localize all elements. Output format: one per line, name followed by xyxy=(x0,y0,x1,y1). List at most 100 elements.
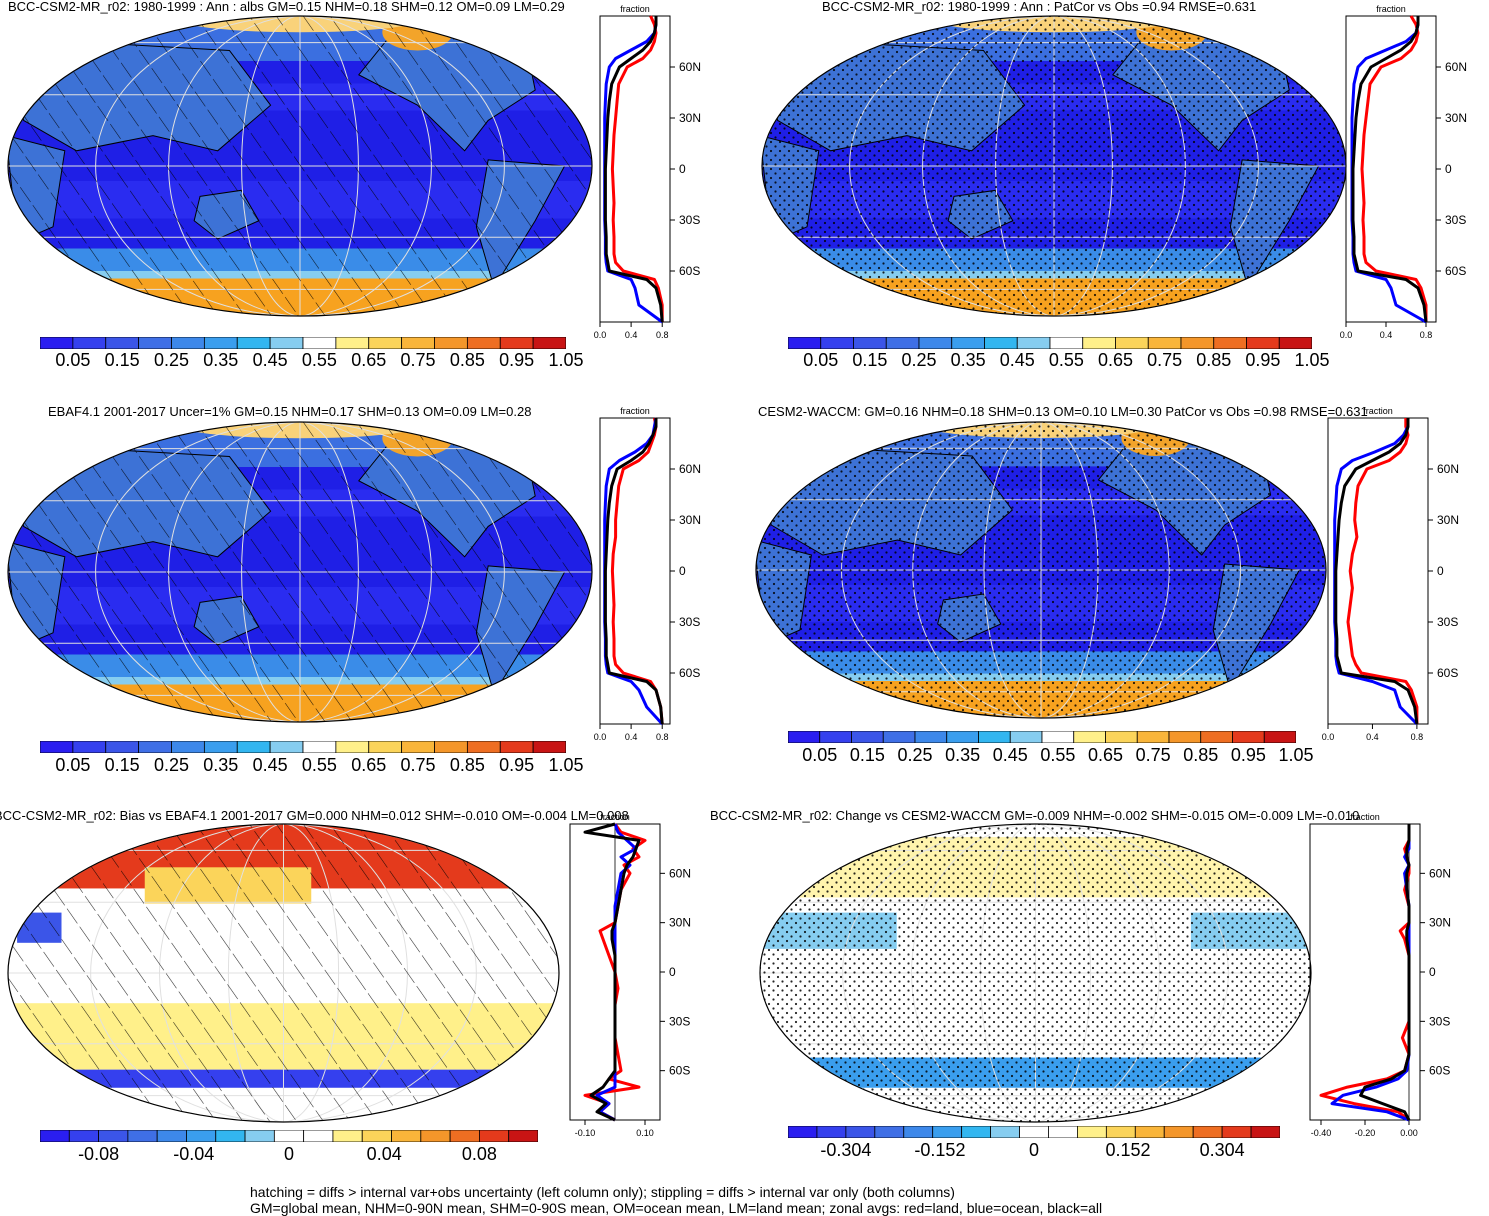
lat-label: 60S xyxy=(1445,264,1466,278)
colorbar-swatch xyxy=(1147,337,1182,349)
colorbar-swatch xyxy=(1134,1126,1165,1138)
colorbar-label: 0.05 xyxy=(802,745,838,765)
colorbar-swatch xyxy=(434,741,468,753)
caption-line-hatching: hatching = diffs > internal var+obs unce… xyxy=(250,1184,955,1200)
colorbar-label: -0.304 xyxy=(820,1140,872,1160)
x-tick-label: 0.0 xyxy=(594,732,607,742)
zonal-mean-plot: fraction 60N 30N 0 30S 60S 0.0 0.4 0.8 xyxy=(1322,406,1459,742)
lat-label: 30N xyxy=(1437,513,1459,527)
colorbar-label: 0.45 xyxy=(252,755,288,775)
colorbar-swatch xyxy=(203,337,238,349)
colorbar-swatch xyxy=(401,741,435,753)
hatching-overlay xyxy=(8,16,592,316)
colorbar xyxy=(40,337,566,349)
colorbar-swatch xyxy=(1168,731,1202,743)
colorbar-label: 0.75 xyxy=(1147,350,1183,370)
stippling-overlay xyxy=(762,16,1346,316)
lat-label: 30N xyxy=(679,111,701,125)
lat-label: 60N xyxy=(669,866,691,880)
colorbar xyxy=(788,1126,1280,1138)
x-tick-label: 0.0 xyxy=(1322,732,1335,742)
lat-label: 0 xyxy=(669,965,676,979)
colorbar-swatch xyxy=(1105,731,1138,743)
colorbar-swatch xyxy=(236,337,271,349)
colorbar-label: 0.15 xyxy=(104,755,140,775)
colorbar-label: 0.152 xyxy=(1105,1140,1151,1160)
stippling-overlay xyxy=(760,824,1311,1122)
colorbar-swatch xyxy=(820,337,854,349)
colorbar-swatch xyxy=(951,337,985,349)
colorbar-swatch xyxy=(532,337,566,349)
colorbar-swatch xyxy=(368,337,403,349)
colorbar-label: 1.05 xyxy=(548,350,584,370)
x-tick-label: 0.10 xyxy=(636,1128,654,1138)
lat-label: 60N xyxy=(1445,60,1467,74)
caption-line-legend: GM=global mean, NHM=0-90N mean, SHM=0-90… xyxy=(250,1200,1103,1216)
lat-label: 30S xyxy=(1437,615,1458,629)
colorbar-label: 0.95 xyxy=(499,350,535,370)
colorbar-swatch xyxy=(361,1130,392,1142)
lat-label: 60N xyxy=(679,462,701,476)
colorbar-label: 0.85 xyxy=(1196,350,1232,370)
lat-label: 0 xyxy=(679,564,686,578)
colorbar-swatch xyxy=(203,741,238,753)
x-tick-label: -0.10 xyxy=(575,1128,596,1138)
x-tick-label: 0.8 xyxy=(1420,330,1433,340)
colorbar-swatch xyxy=(1221,1126,1252,1138)
hatching-overlay xyxy=(8,422,592,722)
x-tick-label: 0.8 xyxy=(656,330,669,340)
colorbar-swatch xyxy=(1180,337,1215,349)
colorbar-label: -0.152 xyxy=(914,1140,966,1160)
zonal-series-all xyxy=(1359,824,1411,1121)
colorbar-label: 0 xyxy=(1028,1140,1040,1160)
colorbar-label: 0.65 xyxy=(1097,350,1134,370)
colorbar-swatch xyxy=(885,337,920,349)
lat-label: 30N xyxy=(1429,916,1451,930)
map-panel xyxy=(7,15,593,317)
colorbar-label: 0.35 xyxy=(203,350,239,370)
zonal-series-land xyxy=(1360,15,1428,322)
colorbar-swatch xyxy=(882,731,916,743)
zonal-series-land xyxy=(583,823,647,1122)
colorbar-label: 0.45 xyxy=(252,350,288,370)
lat-label: 60S xyxy=(1437,666,1458,680)
x-tick-label: 0.0 xyxy=(1340,330,1353,340)
lat-label: 0 xyxy=(1445,162,1452,176)
lat-label: 60S xyxy=(679,666,700,680)
panel-title: BCC-CSM2-MR_r02: 1980-1999 : Ann : albs … xyxy=(8,0,565,14)
colorbar-swatch xyxy=(1163,1126,1194,1138)
x-tick-label: 0.0 xyxy=(594,330,607,340)
colorbar-label: -0.08 xyxy=(78,1144,120,1164)
colorbar-swatch xyxy=(40,741,74,753)
lat-label: 60S xyxy=(679,264,700,278)
colorbar xyxy=(788,337,1312,349)
colorbar-swatch xyxy=(1082,337,1116,349)
colorbar-swatch xyxy=(1115,337,1149,349)
x-tick-label: 0.4 xyxy=(1366,732,1379,742)
lat-label: 30S xyxy=(1445,213,1466,227)
colorbar xyxy=(40,1130,538,1142)
colorbar-swatch xyxy=(1105,1126,1136,1138)
zonal-series-all xyxy=(583,822,641,1122)
map-border xyxy=(7,421,593,723)
colorbar-swatch xyxy=(40,337,74,349)
panel-title: BCC-CSM2-MR_r02: Bias vs EBAF4.1 2001-20… xyxy=(0,808,629,823)
colorbar-swatch xyxy=(1250,1126,1280,1138)
colorbar-swatch xyxy=(171,741,205,753)
panel-title: BCC-CSM2-MR_r02: 1980-1999 : Ann : PatCo… xyxy=(822,0,1257,14)
panel-title: EBAF4.1 2001-2017 Uncer=1% GM=0.15 NHM=0… xyxy=(48,404,532,419)
colorbar-label: 0.75 xyxy=(400,755,436,775)
colorbar-label: 1.05 xyxy=(1294,350,1330,370)
colorbar-swatch xyxy=(105,337,140,349)
zonal-title: fraction xyxy=(620,4,650,14)
x-tick-label: -0.40 xyxy=(1311,1128,1332,1138)
colorbar-label: 0.04 xyxy=(366,1144,402,1164)
colorbar-swatch xyxy=(215,1130,246,1142)
zonal-series-all xyxy=(603,418,664,725)
colorbar-swatch xyxy=(946,731,979,743)
map-panel xyxy=(761,15,1347,317)
colorbar-swatch xyxy=(335,337,370,349)
colorbar-swatch xyxy=(269,337,304,349)
colorbar-swatch xyxy=(466,741,501,753)
colorbar-label: 0.35 xyxy=(950,350,986,370)
